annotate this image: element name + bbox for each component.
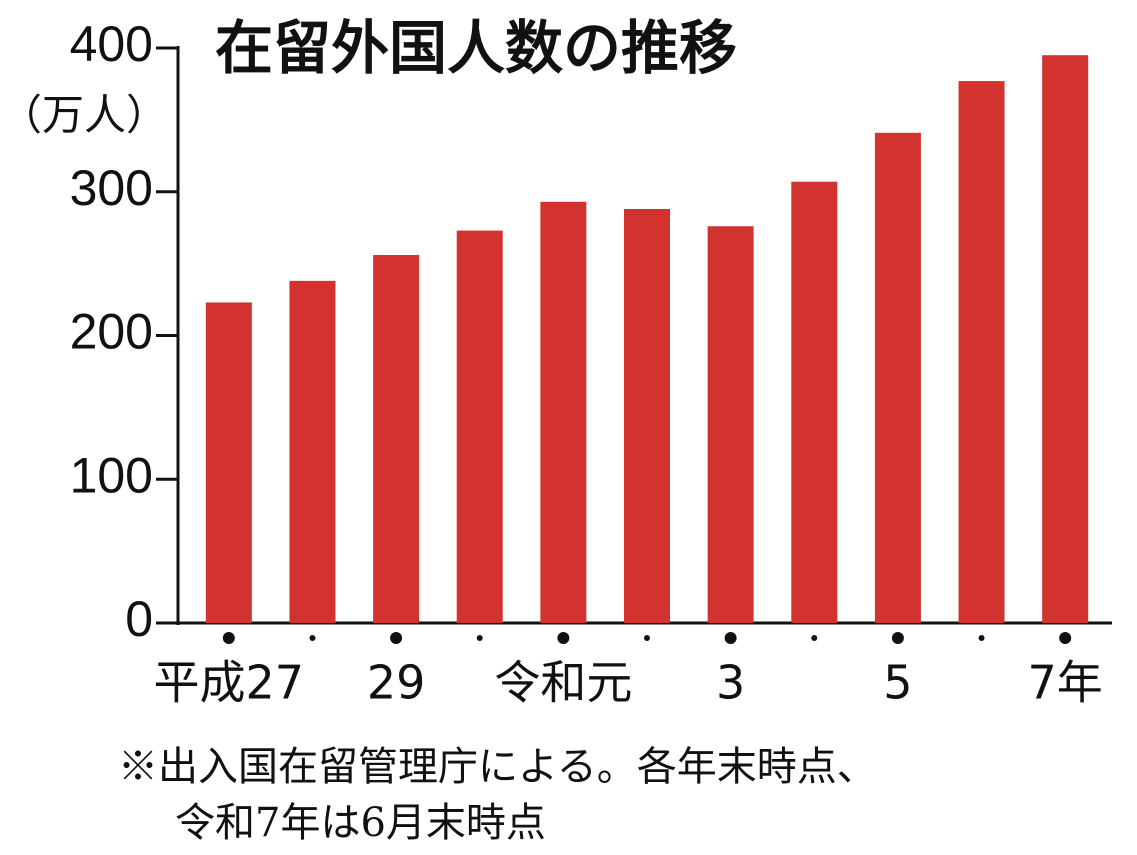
x-tick-label: 7年	[1028, 656, 1103, 710]
bar	[958, 81, 1005, 623]
tick-dot	[891, 632, 904, 644]
bar	[624, 209, 670, 623]
bar	[874, 132, 921, 623]
tick-dot	[222, 632, 235, 644]
tick-dot	[390, 632, 403, 644]
y-tick-label: 200	[70, 304, 153, 360]
x-tick-label: 3	[716, 656, 745, 710]
tick-dot	[978, 635, 985, 641]
y-tick-label: 100	[70, 447, 153, 503]
tick-dot	[724, 632, 737, 644]
bar	[707, 226, 754, 623]
bar	[289, 280, 336, 623]
y-unit-label: （万人）	[0, 91, 168, 140]
tick-dot	[557, 632, 570, 644]
bar	[205, 302, 252, 623]
x-tick-label: 平成27	[154, 656, 305, 710]
x-tick-label: 29	[367, 656, 426, 710]
note: 令和7年は6月末時点	[175, 800, 546, 846]
x-tick-label: 5	[883, 656, 912, 710]
note: ※出入国在留管理庁による。各年末時点、	[118, 744, 877, 790]
y-tick-label: 300	[70, 160, 153, 216]
tick-dot	[476, 635, 483, 641]
bar	[1042, 55, 1089, 623]
chart-title: 在留外国人数の推移	[215, 14, 737, 82]
bar	[791, 181, 838, 623]
bar	[540, 201, 587, 623]
y-tick-label: 0	[125, 591, 153, 647]
y-tick-label: 400	[70, 16, 153, 72]
tick-dot	[811, 635, 818, 641]
bar	[456, 230, 503, 623]
bar	[373, 255, 420, 623]
x-tick-label: 令和元	[494, 656, 632, 710]
tick-dot	[309, 635, 316, 641]
tick-dot	[644, 635, 650, 641]
tick-dot	[1059, 632, 1072, 644]
